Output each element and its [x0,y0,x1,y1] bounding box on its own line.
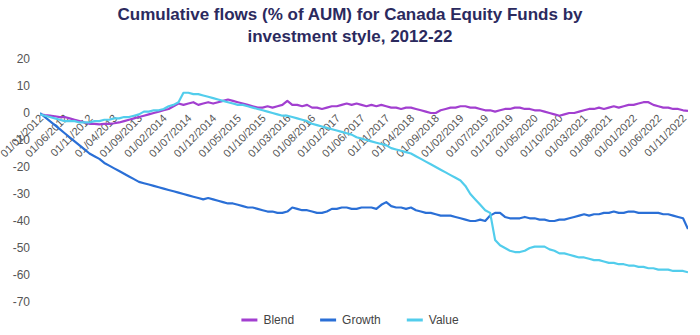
legend-swatch [407,319,423,322]
legend-label: Blend [263,313,294,327]
series-line [40,100,688,125]
legend-swatch [320,319,336,322]
x-tick-label: 01/11/2022 [642,112,689,159]
title-line: investment style, 2012-22 [247,27,452,46]
legend: Blend Growth Value [241,313,459,327]
title-line: Cumulative flows (% of AUM) for Canada E… [117,5,583,24]
legend-swatch [241,319,257,322]
y-tick-label: -70 [13,295,31,309]
y-tick-label: 0 [23,106,30,120]
legend-label: Value [429,313,459,327]
title: Cumulative flows (% of AUM) for Canada E… [117,5,583,46]
series-line [40,93,688,273]
chart: Cumulative flows (% of AUM) for Canada E… [0,0,700,335]
y-tick-label: -60 [13,268,31,282]
plot-area [40,93,688,273]
y-tick-label: 20 [17,52,31,66]
y-tick-label: 10 [17,79,31,93]
y-tick-label: -30 [13,187,31,201]
y-tick-label: -20 [13,160,31,174]
y-tick-label: -40 [13,214,31,228]
y-tick-label: -50 [13,241,31,255]
series-line [40,113,688,229]
legend-label: Growth [342,313,381,327]
